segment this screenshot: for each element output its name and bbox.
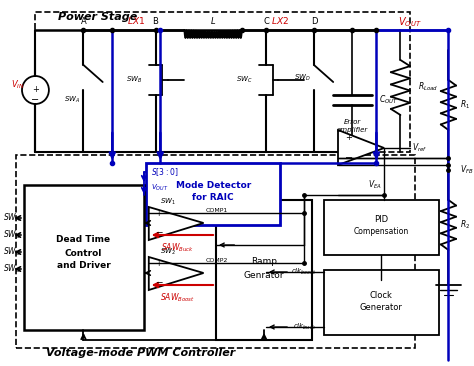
Bar bbox=[324, 200, 439, 255]
Text: $V_{OUT}$: $V_{OUT}$ bbox=[151, 183, 168, 193]
Text: $SAW_{Buck}$: $SAW_{Buck}$ bbox=[161, 242, 194, 254]
Text: Generator: Generator bbox=[360, 303, 402, 313]
Text: −: − bbox=[345, 153, 353, 163]
Text: Clock: Clock bbox=[370, 291, 392, 299]
Polygon shape bbox=[149, 257, 203, 290]
Text: +: + bbox=[345, 132, 352, 142]
Bar bbox=[16, 155, 415, 348]
Text: C: C bbox=[263, 18, 269, 26]
Text: $R_2$: $R_2$ bbox=[460, 219, 470, 231]
Bar bbox=[216, 200, 312, 340]
Text: $LX2$: $LX2$ bbox=[272, 15, 289, 26]
Text: Voltage-mode PWM Controller: Voltage-mode PWM Controller bbox=[46, 348, 236, 358]
Text: $SW_A$: $SW_A$ bbox=[64, 95, 80, 105]
Text: $SW_A$: $SW_A$ bbox=[3, 212, 21, 224]
Text: Error: Error bbox=[344, 119, 361, 125]
Bar bbox=[146, 163, 280, 225]
Text: +: + bbox=[155, 258, 162, 268]
Text: $SW_1$: $SW_1$ bbox=[160, 197, 176, 207]
Text: Ramp: Ramp bbox=[251, 258, 277, 266]
Polygon shape bbox=[149, 207, 203, 240]
Text: A: A bbox=[81, 18, 86, 26]
Text: Power Stage: Power Stage bbox=[58, 12, 137, 22]
Text: $V_{IN}$: $V_{IN}$ bbox=[11, 79, 25, 91]
Text: $clk_{boost}$: $clk_{boost}$ bbox=[292, 267, 317, 277]
Text: $SW_C$: $SW_C$ bbox=[237, 75, 253, 85]
Text: −: − bbox=[155, 228, 162, 236]
Text: Compensation: Compensation bbox=[354, 228, 409, 236]
Text: and Driver: and Driver bbox=[56, 261, 110, 270]
Bar bbox=[36, 12, 410, 152]
Bar bbox=[324, 270, 439, 335]
Text: D: D bbox=[311, 18, 317, 26]
Text: $V_{EA}$: $V_{EA}$ bbox=[367, 179, 382, 191]
Text: $SAW_{Boost}$: $SAW_{Boost}$ bbox=[160, 292, 195, 304]
Text: $V_{ref}$: $V_{ref}$ bbox=[412, 142, 427, 154]
Text: Dead Time: Dead Time bbox=[56, 235, 110, 244]
Text: Mode Detector: Mode Detector bbox=[175, 180, 251, 190]
Bar bbox=[24, 185, 144, 330]
Text: PID: PID bbox=[374, 216, 388, 224]
Text: $LX1$: $LX1$ bbox=[127, 15, 146, 26]
Text: for RAIC: for RAIC bbox=[192, 194, 234, 202]
Text: −: − bbox=[31, 95, 39, 105]
Text: $SW_C$: $SW_C$ bbox=[3, 246, 21, 258]
Text: $L$: $L$ bbox=[210, 15, 216, 26]
Text: amplifier: amplifier bbox=[337, 127, 368, 133]
Text: $clk_{buck}$: $clk_{buck}$ bbox=[293, 322, 317, 332]
Text: $SW_B$: $SW_B$ bbox=[3, 229, 21, 241]
Text: B: B bbox=[153, 18, 158, 26]
Text: COMP1: COMP1 bbox=[205, 208, 228, 213]
Text: $V_{OUT}$: $V_{OUT}$ bbox=[398, 15, 422, 29]
Text: $V_{FB}$: $V_{FB}$ bbox=[460, 164, 474, 176]
Text: $R_1$: $R_1$ bbox=[460, 99, 470, 111]
Text: $SW_B$: $SW_B$ bbox=[126, 75, 143, 85]
Text: +: + bbox=[32, 86, 39, 94]
Text: $SW_2$: $SW_2$ bbox=[160, 247, 176, 257]
Text: Control: Control bbox=[65, 249, 102, 258]
Circle shape bbox=[22, 76, 49, 104]
Text: $S[3:0]$: $S[3:0]$ bbox=[151, 166, 178, 178]
Text: COMP2: COMP2 bbox=[205, 258, 228, 262]
Text: $C_{OUT}$: $C_{OUT}$ bbox=[379, 94, 398, 106]
Text: $SW_D$: $SW_D$ bbox=[3, 263, 21, 275]
Text: $SW_D$: $SW_D$ bbox=[294, 73, 311, 83]
Text: −: − bbox=[155, 277, 162, 287]
Text: +: + bbox=[155, 209, 162, 217]
Text: $R_{Load}$: $R_{Load}$ bbox=[418, 81, 438, 93]
Polygon shape bbox=[338, 130, 384, 165]
Text: Genrator: Genrator bbox=[244, 270, 284, 280]
